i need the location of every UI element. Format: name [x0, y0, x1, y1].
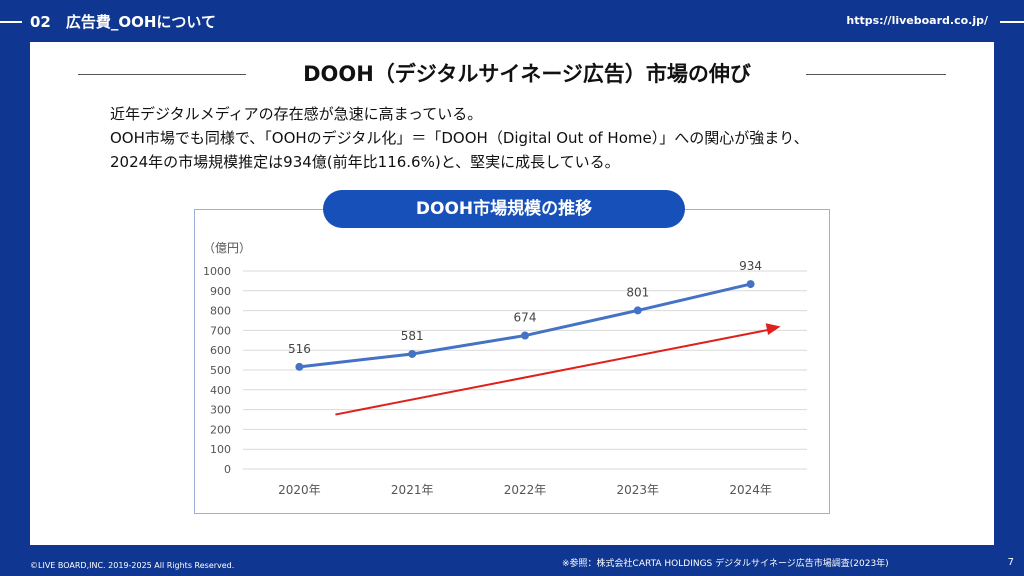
site-url-link[interactable]: https://liveboard.co.jp/ — [846, 14, 988, 27]
x-tick-label: 2021年 — [391, 483, 434, 497]
x-tick-label: 2022年 — [504, 483, 547, 497]
y-tick-label: 600 — [210, 344, 231, 357]
y-tick-label: 700 — [210, 324, 231, 337]
source-note: ※参照：株式会社CARTA HOLDINGS デジタルサイネージ広告市場調査(2… — [562, 559, 889, 569]
y-axis-label: （億円） — [203, 241, 251, 255]
x-tick-label: 2024年 — [729, 483, 772, 497]
y-tick-label: 0 — [224, 463, 231, 476]
chart-container: （億円） 0 100 200 300 400 500 600 700 800 900 1000 2020… — [194, 209, 830, 514]
x-tick-label: 2020年 — [278, 483, 321, 497]
data-point — [408, 349, 417, 358]
section-title: 02 広告費_OOHについて — [30, 13, 216, 31]
line-chart: （億円） 0 100 200 300 400 500 600 700 800 900 1000 2020… — [203, 241, 807, 497]
y-tick-label: 900 — [210, 285, 231, 298]
data-label: 674 — [514, 311, 537, 325]
y-tick-label: 300 — [210, 404, 231, 417]
trend-arrow — [335, 328, 771, 416]
data-label: 934 — [739, 259, 762, 273]
y-tick-label: 200 — [210, 423, 231, 436]
copyright: ©LIVE BOARD,INC. 2019-2025 All Rights Re… — [30, 561, 235, 570]
y-tick-label: 400 — [210, 384, 231, 397]
description-line-2: OOH市場でも同様で、「OOHのデジタル化」＝「DOOH（Digital Out… — [110, 129, 809, 147]
chart-title-pill: DOOH市場規模の推移 — [323, 190, 685, 228]
y-tick-label: 100 — [210, 443, 231, 456]
page-number: 7 — [1007, 557, 1014, 568]
data-label: 801 — [626, 285, 649, 299]
x-tick-label: 2023年 — [617, 483, 660, 497]
y-tick-label: 500 — [210, 364, 231, 377]
top-bar: 02 広告費_OOHについて https://liveboard.co.jp/ — [0, 0, 1024, 42]
top-right-rule — [1000, 21, 1024, 23]
top-left-rule — [0, 21, 22, 23]
data-label: 581 — [401, 329, 424, 343]
data-point — [295, 362, 304, 371]
data-label: 516 — [288, 342, 311, 356]
y-tick-label: 1000 — [203, 265, 231, 278]
title-area: DOOH（デジタルサイネージ広告）市場の伸び — [30, 58, 994, 90]
data-point — [633, 306, 642, 315]
content-panel: DOOH（デジタルサイネージ広告）市場の伸び 近年デジタルメディアの存在感が急速… — [30, 42, 994, 545]
description: 近年デジタルメディアの存在感が急速に高まっている。 OOH市場でも同様で、「OO… — [110, 102, 970, 174]
y-tick-label: 800 — [210, 305, 231, 318]
data-point — [521, 331, 529, 340]
description-line-3: 2024年の市場規模推定は934億(前年比116.6%)と、堅実に成長している。 — [110, 153, 620, 171]
description-line-1: 近年デジタルメディアの存在感が急速に高まっている。 — [110, 105, 483, 123]
title-rule-right — [806, 74, 946, 75]
series-line — [299, 282, 751, 369]
title-rule-left — [78, 74, 246, 75]
trend-arrow-head — [765, 323, 781, 336]
slide-title: DOOH（デジタルサイネージ広告）市場の伸び — [303, 62, 751, 86]
data-point — [746, 280, 755, 289]
